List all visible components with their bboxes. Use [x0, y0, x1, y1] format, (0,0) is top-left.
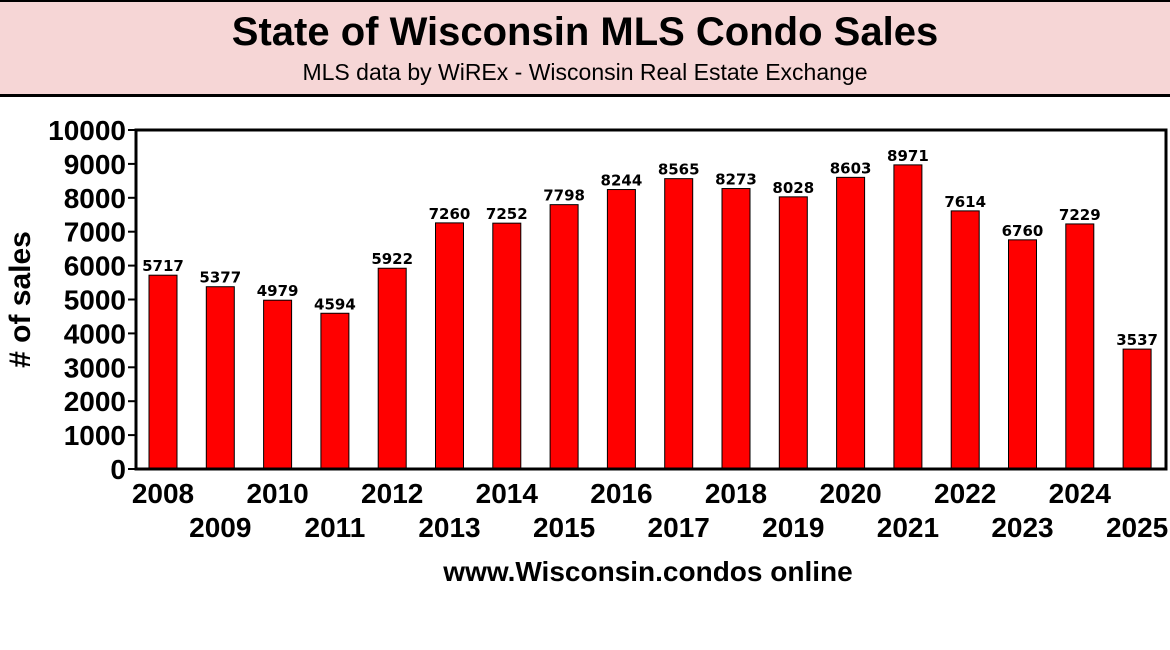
bar-2025: [1122, 348, 1152, 470]
bar-2011: [320, 312, 350, 470]
bar-2020: [836, 176, 866, 470]
bar-2013: [435, 222, 464, 470]
bar-2010: [263, 299, 293, 470]
x-tick-label: 2010: [246, 478, 308, 509]
bar-2015: [549, 204, 579, 470]
bar-value-label: 5377: [199, 269, 241, 287]
bar-2021: [893, 164, 923, 470]
header-banner: State of Wisconsin MLS Condo Sales MLS d…: [0, 0, 1170, 97]
bar-value-label: 8603: [830, 159, 872, 177]
y-axis-label: # of sales: [4, 231, 37, 368]
y-tick-label: 9000: [64, 149, 126, 180]
bar-2016: [606, 189, 636, 470]
bar-value-label: 7260: [429, 205, 471, 223]
header-top-rule: [0, 0, 1170, 2]
bar-2022: [950, 210, 980, 470]
x-tick-label: 2023: [991, 512, 1053, 543]
x-tick-label: 2016: [590, 478, 652, 509]
x-tick-label: 2014: [476, 478, 539, 509]
x-tick-label: 2018: [705, 478, 767, 509]
bars-layer: 5717 5377 4979 4594 5922 7260 7252 7798 8244 8565…: [142, 147, 1158, 470]
x-tick-label: 2020: [819, 478, 881, 509]
y-tick-label: 0: [110, 454, 126, 485]
bar-value-label: 8971: [887, 147, 929, 165]
bar-value-label: 5717: [142, 257, 184, 275]
bar-2019: [778, 196, 808, 470]
bar-2017: [664, 178, 694, 470]
y-tick-label: 1000: [64, 420, 126, 451]
bar-value-label: 8244: [601, 172, 643, 190]
y-axis-ticks: 0100020003000400050006000700080009000100…: [48, 115, 136, 485]
y-tick-label: 4000: [64, 318, 126, 349]
x-tick-label: 2011: [305, 512, 366, 543]
bar-value-label: 8273: [715, 171, 757, 189]
bar-chart: 5717 5377 4979 4594 5922 7260 7252 7798 8244 8565…: [4, 115, 1168, 587]
bar-value-label: 7229: [1059, 206, 1101, 224]
x-tick-label: 2009: [189, 512, 251, 543]
y-tick-label: 3000: [64, 352, 126, 383]
x-tick-label: 2022: [934, 478, 996, 509]
bar-value-label: 7798: [543, 187, 585, 205]
bar-2012: [377, 267, 407, 470]
x-tick-label: 2015: [533, 512, 595, 543]
y-tick-label: 10000: [48, 115, 126, 146]
bar-2008: [148, 274, 178, 470]
x-tick-label: 2012: [361, 478, 423, 509]
bar-2023: [1008, 239, 1037, 470]
bar-value-label: 7252: [486, 205, 528, 223]
x-tick-label: 2019: [762, 512, 824, 543]
bar-value-label: 4594: [314, 295, 356, 313]
bar-value-label: 6760: [1002, 222, 1044, 240]
y-tick-label: 6000: [64, 251, 126, 282]
bar-2018: [721, 188, 751, 470]
x-axis-label: www.Wisconsin.condos online: [442, 556, 852, 587]
x-tick-label: 2013: [418, 512, 480, 543]
bar-value-label: 5922: [371, 250, 413, 268]
chart-subtitle: MLS data by WiREx - Wisconsin Real Estat…: [302, 59, 868, 85]
x-tick-label: 2025: [1106, 512, 1168, 543]
bar-2009: [205, 286, 235, 470]
x-tick-label: 2017: [648, 512, 710, 543]
x-tick-label: 2024: [1049, 478, 1112, 509]
x-tick-label: 2021: [877, 512, 939, 543]
plot-frame: [134, 128, 1168, 471]
bar-2014: [492, 222, 522, 470]
y-tick-label: 8000: [64, 183, 126, 214]
y-tick-label: 5000: [64, 285, 126, 316]
y-tick-label: 7000: [64, 217, 126, 248]
bar-value-label: 3537: [1116, 331, 1158, 349]
bar-value-label: 4979: [257, 282, 299, 300]
bar-value-label: 8565: [658, 161, 700, 179]
y-tick-label: 2000: [64, 386, 126, 417]
chart-title: State of Wisconsin MLS Condo Sales: [231, 10, 939, 54]
x-axis-tick-labels: 2008200920102011201220132014201520162017…: [132, 478, 1168, 543]
bar-value-label: 7614: [944, 193, 986, 211]
x-tick-label: 2008: [132, 478, 194, 509]
bar-value-label: 8028: [772, 179, 814, 197]
bar-2024: [1065, 223, 1095, 470]
